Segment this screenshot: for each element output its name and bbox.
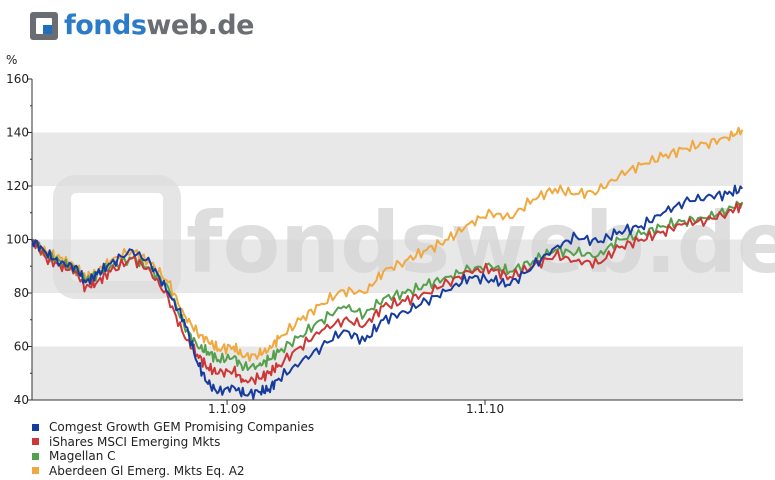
legend-item: Magellan C (32, 449, 314, 464)
watermark-text: fondsweb.de (186, 194, 775, 292)
series-line (31, 202, 743, 385)
legend-label: Comgest Growth GEM Promising Companies (49, 420, 315, 435)
logo-text-part1: fonds (64, 10, 147, 41)
legend-label: Magellan C (49, 449, 116, 464)
legend-swatch (32, 467, 39, 475)
logo-mark-icon (30, 12, 58, 40)
legend-item: iShares MSCI Emerging Mkts (32, 435, 314, 450)
grid-band (32, 346, 743, 400)
y-tick-label: 100 (6, 233, 29, 247)
legend-swatch (32, 438, 39, 446)
grid-band (32, 79, 743, 133)
watermark: fondsweb.de (53, 175, 775, 299)
x-tick-label: 1.1.09 (208, 402, 246, 415)
legend-swatch (32, 452, 39, 460)
legend-item: Aberdeen Gl Emerg. Mkts Eq. A2 (32, 464, 314, 479)
fondsweb-logo[interactable]: fondsweb.de (30, 9, 254, 43)
legend-item: Comgest Growth GEM Promising Companies (32, 420, 314, 435)
series-line (31, 126, 744, 362)
logo-text-part2: web.de (146, 10, 254, 41)
y-tick-label: 80 (14, 286, 29, 300)
logo-text: fondsweb.de (64, 9, 254, 43)
legend-label: iShares MSCI Emerging Mkts (49, 434, 221, 449)
series-line (31, 200, 744, 372)
y-tick-label: 120 (6, 179, 29, 193)
legend: Comgest Growth GEM Promising Companies iS… (32, 420, 314, 478)
legend-label: Aberdeen Gl Emerg. Mkts Eq. A2 (49, 463, 245, 478)
series-line (31, 184, 744, 400)
y-tick-label: 140 (6, 126, 29, 140)
y-tick-label: 60 (14, 340, 29, 354)
y-tick-label: 40 (14, 393, 29, 407)
y-axis-label: % (6, 53, 17, 67)
legend-swatch (32, 423, 39, 431)
x-tick-label: 1.1.10 (466, 402, 504, 415)
line-chart: fondsweb.de 40 60 80 100 120 140 160 1.1.09 1.1… (6, 53, 775, 415)
y-tick-label: 160 (6, 72, 29, 86)
